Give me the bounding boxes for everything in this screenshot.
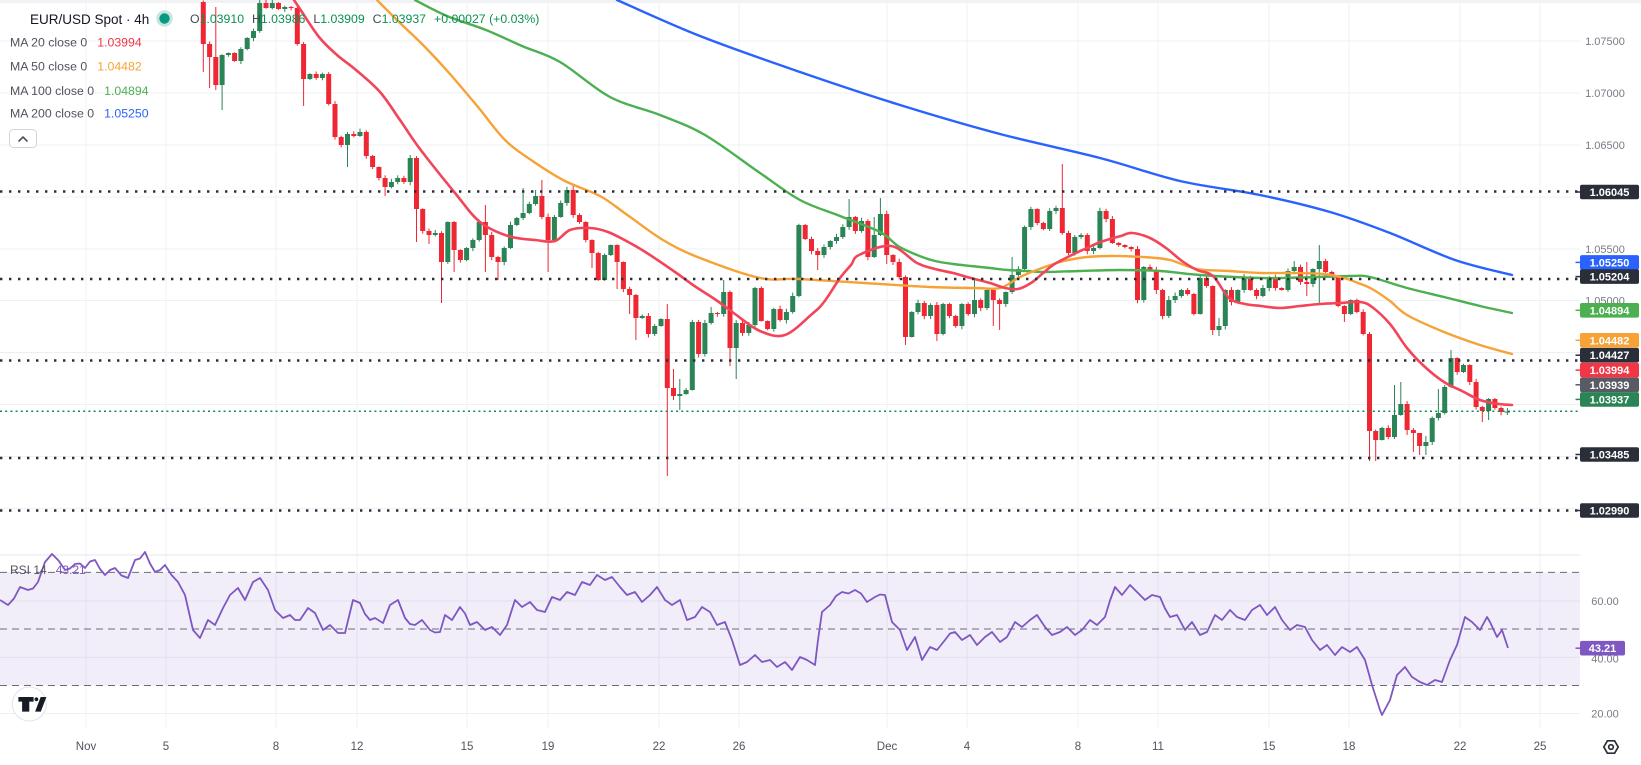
svg-text:1.02990: 1.02990	[1590, 506, 1630, 518]
svg-text:15: 15	[1263, 741, 1276, 753]
svg-text:43.21: 43.21	[1589, 643, 1617, 655]
svg-text:1.07500: 1.07500	[1585, 36, 1625, 48]
svg-text:1.04894: 1.04894	[1590, 305, 1631, 317]
svg-text:19: 19	[542, 741, 555, 753]
svg-text:11: 11	[1152, 741, 1164, 753]
svg-text:5: 5	[163, 741, 169, 753]
svg-text:1.05204: 1.05204	[1590, 272, 1631, 284]
svg-text:1.03939: 1.03939	[1590, 380, 1630, 392]
svg-text:1.07000: 1.07000	[1585, 88, 1625, 100]
svg-text:1.03485: 1.03485	[1590, 450, 1630, 462]
svg-text:22: 22	[653, 741, 666, 753]
svg-text:EUR/USD Spot · 4h: EUR/USD Spot · 4h	[30, 12, 149, 27]
svg-text:1.04427: 1.04427	[1590, 350, 1630, 362]
svg-text:15: 15	[461, 741, 474, 753]
svg-text:1.05250: 1.05250	[1590, 257, 1630, 269]
svg-text:26: 26	[733, 741, 746, 753]
svg-text:Dec: Dec	[877, 741, 898, 753]
svg-text:MA 50 close 01.04482: MA 50 close 0 1.04482	[10, 60, 142, 74]
svg-text:1.05500: 1.05500	[1585, 244, 1625, 256]
svg-text:1.06500: 1.06500	[1585, 140, 1625, 152]
svg-text:4: 4	[964, 741, 971, 753]
svg-text:1.03994: 1.03994	[1590, 365, 1631, 377]
svg-text:MA 20 close 01.03994: MA 20 close 0 1.03994	[10, 36, 142, 50]
svg-text:18: 18	[1343, 741, 1356, 753]
svg-text:1.06045: 1.06045	[1590, 187, 1630, 199]
svg-text:20.00: 20.00	[1591, 709, 1619, 721]
svg-text:22: 22	[1454, 741, 1467, 753]
svg-text:12: 12	[351, 741, 364, 753]
svg-text:8: 8	[273, 741, 279, 753]
svg-text:40.00: 40.00	[1591, 654, 1619, 666]
svg-text:1.03937: 1.03937	[1590, 394, 1630, 406]
svg-text:25: 25	[1534, 741, 1547, 753]
svg-text:Nov: Nov	[76, 741, 97, 753]
svg-text:MA 100 close 01.04894: MA 100 close 0 1.04894	[10, 84, 149, 98]
svg-text:60.00: 60.00	[1591, 596, 1619, 608]
svg-text:8: 8	[1075, 741, 1081, 753]
svg-text:1.04482: 1.04482	[1590, 335, 1630, 347]
svg-text:MA 200 close 01.05250: MA 200 close 0 1.05250	[10, 107, 149, 121]
